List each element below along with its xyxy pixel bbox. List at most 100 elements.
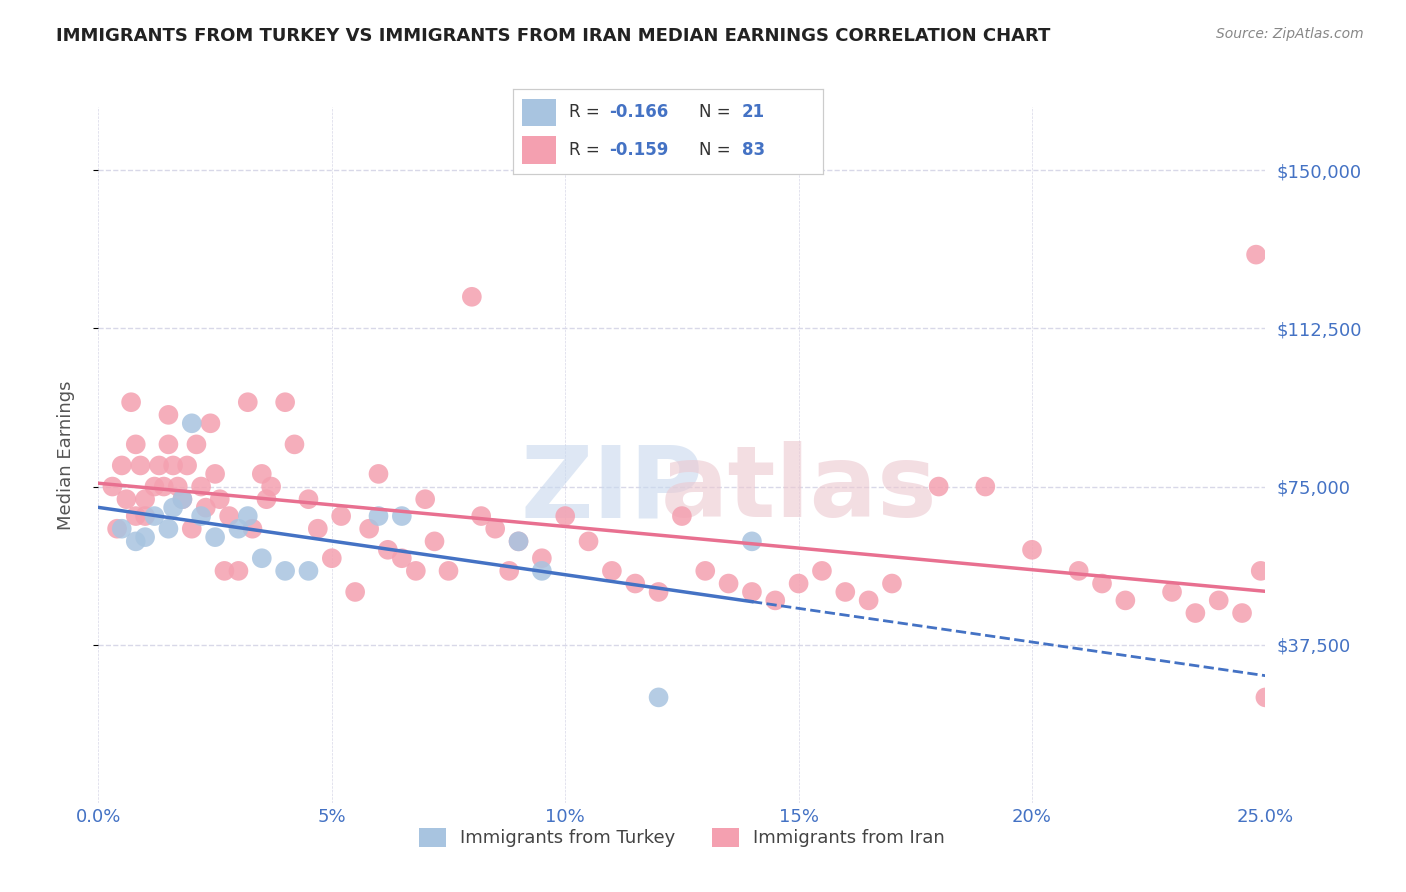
Point [236,509,259,524]
Point [194,500,217,515]
Point [111,458,134,473]
Point [1244,247,1267,261]
Point [162,458,184,473]
Point [172,492,194,507]
Point [125,509,148,524]
Point [111,522,134,536]
Point [250,551,273,566]
Point [530,564,553,578]
Point [274,564,297,578]
Point [671,509,693,524]
Point [834,585,856,599]
Point [157,522,180,536]
Text: N =: N = [699,141,735,159]
Point [624,576,647,591]
Point [391,551,413,566]
Point [367,509,389,524]
Point [120,395,142,409]
Point [880,576,903,591]
Point [423,534,446,549]
Point [974,479,997,493]
Point [152,479,174,493]
Point [741,534,763,549]
Text: atlas: atlas [661,442,936,538]
Point [101,479,124,493]
Point [256,492,278,507]
Point [508,534,530,549]
Point [437,564,460,578]
Point [214,564,236,578]
Point [1250,564,1272,578]
Point [236,395,259,409]
Point [695,564,717,578]
Point [186,437,208,451]
Text: IMMIGRANTS FROM TURKEY VS IMMIGRANTS FROM IRAN MEDIAN EARNINGS CORRELATION CHART: IMMIGRANTS FROM TURKEY VS IMMIGRANTS FRO… [56,27,1050,45]
Point [166,479,188,493]
Point [148,458,170,473]
Point [647,690,669,705]
Point [1184,606,1206,620]
Text: -0.159: -0.159 [609,141,668,159]
Point [413,492,436,507]
Point [162,500,184,515]
Bar [523,136,557,164]
Point [172,492,194,507]
Point [377,542,399,557]
Point [741,585,763,599]
Legend: Immigrants from Turkey, Immigrants from Iran: Immigrants from Turkey, Immigrants from … [409,819,955,856]
Bar [523,98,557,127]
Point [858,593,880,607]
Text: R =: R = [569,103,605,121]
Point [600,564,623,578]
Text: -0.166: -0.166 [609,103,668,121]
Point [208,492,231,507]
Point [134,492,156,507]
Point [1230,606,1253,620]
Point [297,564,319,578]
Point [204,530,226,544]
Point [218,509,240,524]
Text: N =: N = [699,103,735,121]
Point [134,530,156,544]
Point [157,437,180,451]
Point [200,417,222,431]
Point [321,551,343,566]
Point [578,534,600,549]
Point [928,479,950,493]
Point [228,564,250,578]
Point [143,479,166,493]
Point [307,522,329,536]
Point [129,458,152,473]
Point [554,509,576,524]
Point [470,509,492,524]
Point [180,522,202,536]
Point [1021,542,1043,557]
Point [176,458,198,473]
Text: Source: ZipAtlas.com: Source: ZipAtlas.com [1216,27,1364,41]
Point [1114,593,1136,607]
Point [717,576,740,591]
Point [330,509,353,524]
Text: 83: 83 [742,141,765,159]
Point [242,522,264,536]
Point [359,522,381,536]
Point [344,585,367,599]
Point [297,492,319,507]
Point [367,467,389,481]
Point [1067,564,1090,578]
Point [134,509,156,524]
Point [1091,576,1114,591]
Point [228,522,250,536]
Point [484,522,506,536]
Point [647,585,669,599]
Point [498,564,520,578]
Point [180,417,202,431]
Point [283,437,305,451]
Point [1254,690,1277,705]
Point [461,290,484,304]
Point [250,467,273,481]
Point [204,467,226,481]
Point [125,437,148,451]
Point [811,564,834,578]
Point [190,479,212,493]
